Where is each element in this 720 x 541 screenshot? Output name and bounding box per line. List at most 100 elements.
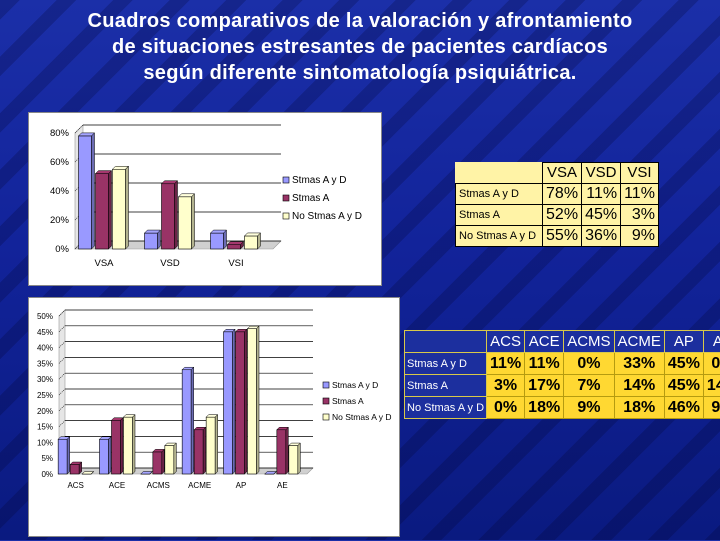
x-category-label: AP: [236, 481, 247, 490]
bar-front: [224, 332, 233, 474]
y-tick-label: 0%: [55, 244, 69, 255]
row-header: No Stmas A y D: [405, 397, 487, 419]
legend-swatch: [323, 398, 329, 404]
legend-swatch: [323, 414, 329, 420]
table-cell: 3%: [487, 375, 525, 397]
y-tick-label: 15%: [37, 423, 53, 432]
bar-side: [245, 329, 248, 474]
bar: [289, 443, 301, 474]
bar-front: [248, 329, 257, 474]
bar-front: [206, 417, 215, 474]
bar-side: [192, 194, 195, 249]
bar: [162, 181, 178, 249]
bar-front: [96, 174, 109, 249]
legend-label: Stmas A y D: [292, 175, 346, 186]
table-row: Stmas A y D 11% 11% 0% 33% 45% 0%: [405, 353, 720, 375]
legend-label: Stmas A: [332, 396, 364, 406]
bar-front: [182, 370, 191, 474]
bar-side: [158, 230, 161, 249]
table-row: No Stmas A y D 55% 36% 9%: [456, 226, 659, 247]
table-cell: 0%: [703, 353, 720, 375]
bar-front: [124, 417, 133, 474]
bar-front: [79, 136, 92, 249]
y-tick-label: 20%: [50, 215, 70, 226]
bar-front: [245, 236, 258, 249]
legend-swatch: [283, 195, 289, 201]
y-tick-label: 40%: [37, 344, 53, 353]
table-row: Stmas A 3% 17% 7% 14% 45% 14%: [405, 375, 720, 397]
bar: [248, 326, 260, 474]
legend-swatch: [283, 213, 289, 219]
bar-front: [277, 430, 286, 474]
bar: [79, 133, 95, 249]
table-cell: 11%: [525, 353, 564, 375]
table-cell: 45%: [664, 353, 703, 375]
bar: [153, 449, 164, 474]
bar-front: [153, 452, 162, 474]
bar-side: [257, 326, 260, 474]
bar-side: [215, 415, 218, 474]
table-cell: 36%: [582, 226, 621, 247]
bar-side: [175, 181, 178, 249]
y-tick-label: 40%: [50, 186, 70, 197]
y-tick-label: 35%: [37, 359, 53, 368]
slide-title: Cuadros comparativos de la valoración y …: [0, 8, 720, 86]
bar: [112, 418, 124, 474]
column-header: ACS: [487, 331, 525, 353]
table-cell: 52%: [543, 205, 582, 226]
table-row: Stmas A 52% 45% 3%: [456, 205, 659, 226]
table-valoracion: VSA VSD VSI Stmas A y D 78% 11% 11% Stma…: [455, 162, 659, 247]
bar: [70, 462, 82, 474]
bar: [277, 427, 289, 474]
bar-side: [298, 443, 301, 474]
row-header: Stmas A: [456, 205, 543, 226]
bar: [194, 427, 206, 474]
bar-side: [258, 233, 261, 249]
bar-front: [162, 184, 175, 249]
bar: [245, 233, 261, 249]
x-category-label: ACS: [67, 481, 83, 490]
bar-side: [121, 418, 124, 474]
x-category-label: AE: [277, 481, 288, 490]
table-cell: 14%: [703, 375, 720, 397]
table-cell: 0%: [487, 397, 525, 419]
bar-front: [236, 332, 245, 474]
column-header: ACME: [614, 331, 664, 353]
y-tick-label: 50%: [37, 312, 53, 321]
bar-front: [113, 169, 126, 249]
bar: [179, 194, 195, 249]
table-cell: 45%: [664, 375, 703, 397]
bar: [96, 171, 112, 249]
bar-side: [203, 427, 206, 474]
y-tick-label: 25%: [37, 391, 53, 400]
legend-swatch: [283, 177, 289, 183]
x-category-label: VSD: [160, 258, 180, 269]
y-tick-label: 10%: [37, 438, 53, 447]
bar: [224, 329, 236, 474]
bar: [236, 329, 248, 474]
bar-side: [109, 437, 112, 474]
bar-side: [286, 427, 289, 474]
bar-side: [92, 133, 95, 249]
table-cell: 11%: [487, 353, 525, 375]
table-cell: 3%: [621, 205, 659, 226]
table-cell: 46%: [664, 397, 703, 419]
table-cell: 11%: [582, 184, 621, 205]
table-corner: [456, 163, 543, 184]
table-cell: 33%: [614, 353, 664, 375]
bar-front: [228, 245, 241, 249]
table-row: Stmas A y D 78% 11% 11%: [456, 184, 659, 205]
y-tick-label: 60%: [50, 157, 70, 168]
y-tick-label: 80%: [50, 128, 70, 139]
bar: [182, 367, 194, 474]
bar-front: [289, 446, 298, 474]
row-header: Stmas A: [405, 375, 487, 397]
bar-side: [67, 437, 70, 474]
table-cell: 9%: [703, 397, 720, 419]
x-category-label: ACMS: [147, 481, 170, 490]
legend-label: No Stmas A y D: [332, 412, 392, 422]
table-cell: 78%: [543, 184, 582, 205]
y-tick-label: 20%: [37, 407, 53, 416]
